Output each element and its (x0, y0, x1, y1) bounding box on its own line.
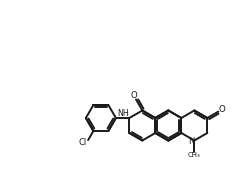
Text: Cl: Cl (78, 138, 87, 147)
Text: NH: NH (117, 109, 128, 118)
Text: O: O (219, 105, 226, 114)
Text: CH₃: CH₃ (188, 152, 201, 159)
Text: N: N (188, 137, 194, 146)
Text: O: O (130, 91, 137, 100)
